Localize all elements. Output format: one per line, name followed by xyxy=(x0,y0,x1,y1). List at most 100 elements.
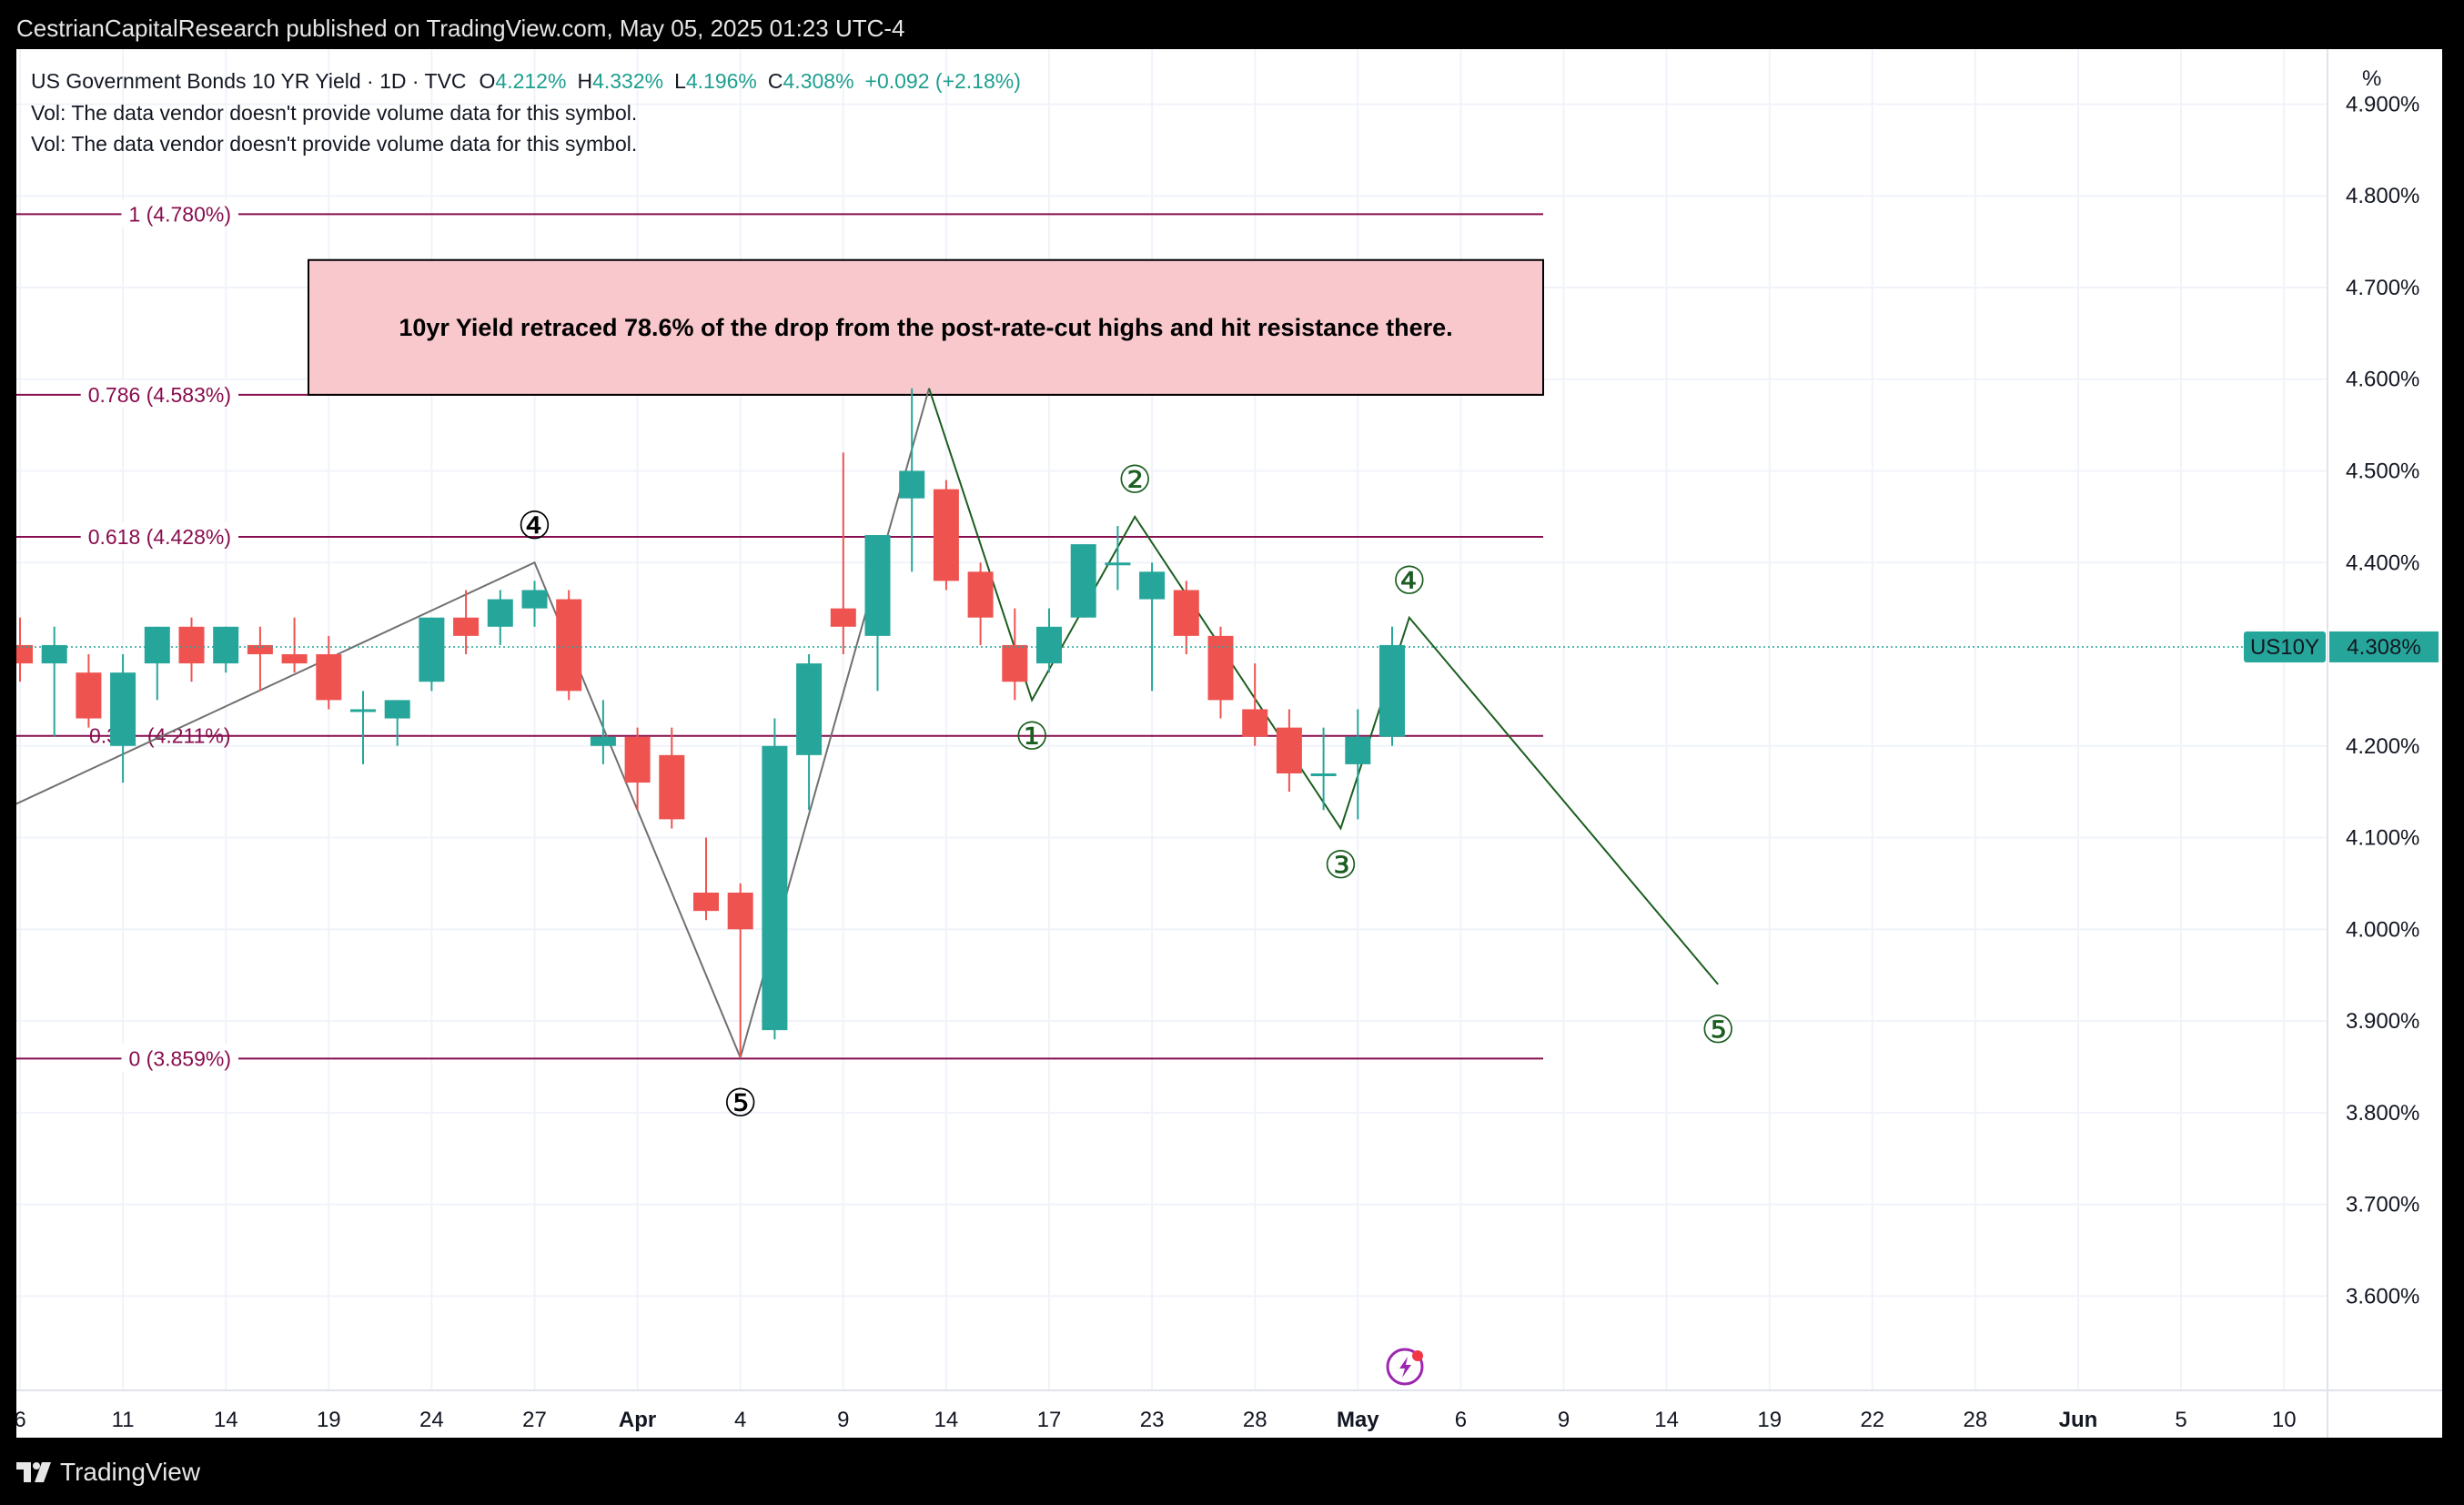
candle-body-up xyxy=(350,709,376,712)
symbol-title[interactable]: US Government Bonds 10 YR Yield · 1D · T… xyxy=(31,69,1021,93)
candle-body-down xyxy=(316,654,342,701)
tradingview-brand[interactable]: TradingView xyxy=(16,1458,200,1487)
time-tick-label: 14 xyxy=(934,1408,959,1432)
price-tick-label: 4.000% xyxy=(2346,917,2419,942)
candle-body-up xyxy=(110,672,136,746)
candle-body-up xyxy=(1310,773,1337,777)
last-price-tag-text: 4.308% xyxy=(2347,635,2420,660)
brand-name: TradingView xyxy=(60,1458,201,1486)
candle-body-down xyxy=(1002,644,1028,682)
chart-area[interactable]: 1 (4.780%) 0.786 (4.583%) 0.618 (4.428%) 0.… xyxy=(16,49,2442,1438)
wave-label[interactable]: ③ xyxy=(1324,843,1358,887)
candle-body-up xyxy=(521,590,548,609)
price-tick-label: 3.600% xyxy=(2346,1284,2419,1308)
grid xyxy=(16,49,2328,1390)
price-chart[interactable]: 1 (4.780%)0.786 (4.583%)0.618 (4.428%)0.… xyxy=(16,49,2442,1438)
time-tick-label: 11 xyxy=(112,1408,135,1432)
tradingview-logo-icon xyxy=(16,1462,51,1482)
price-tick-label: 3.800% xyxy=(2346,1101,2419,1126)
candle-body-up xyxy=(419,617,445,682)
time-tick-label: May xyxy=(1337,1408,1379,1432)
price-tick-label: 4.900% xyxy=(2346,92,2419,116)
time-tick-label: 9 xyxy=(837,1408,849,1432)
candle-body-up xyxy=(1139,571,1166,600)
annotation-text: 10yr Yield retraced 78.6% of the drop fr… xyxy=(399,314,1452,341)
wave-label[interactable]: ⑤ xyxy=(723,1081,758,1126)
fib-level-label: 1 (4.780%) xyxy=(128,202,231,226)
price-axis[interactable]: %4.900% 4.800% 4.700% 4.600% 4.500% 4.400% 4.2… xyxy=(2327,49,2419,1438)
fibonacci-retracement[interactable]: 1 (4.780%)0.786 (4.583%)0.618 (4.428%)0.… xyxy=(16,199,1543,1072)
chart-header: US Government Bonds 10 YR Yield · 1D · T… xyxy=(31,69,1021,156)
time-tick-label: 9 xyxy=(1558,1408,1570,1432)
price-tick-label: 4.700% xyxy=(2346,276,2419,300)
symbol-tag[interactable] xyxy=(2244,631,2326,662)
annotation-box[interactable]: 10yr Yield retraced 78.6% of the drop fr… xyxy=(308,258,1544,396)
time-tick-label: 10 xyxy=(2272,1408,2297,1432)
candle-body-down xyxy=(1276,727,1302,774)
time-tick-label: 23 xyxy=(1140,1408,1165,1432)
candle-body-up xyxy=(864,535,891,636)
wave-label[interactable]: ② xyxy=(1117,458,1152,502)
time-axis[interactable]: 6 11 14 19 24 27 Apr 4 9 14 17 23 28 May 6 9 14 19 22 28 Jun… xyxy=(16,1389,2442,1432)
wave-label[interactable]: ① xyxy=(1015,714,1049,759)
time-tick-label: 24 xyxy=(419,1408,444,1432)
candle-body-down xyxy=(76,672,102,719)
last-price-labels: US10Y 4.308% xyxy=(2244,631,2439,662)
price-tick-label: 3.900% xyxy=(2346,1009,2419,1034)
candle-body-down xyxy=(967,571,994,618)
candle-body-up xyxy=(1036,626,1062,664)
candle-body-up xyxy=(899,470,925,499)
green-wave-line[interactable] xyxy=(928,388,1719,985)
candle-body-down xyxy=(727,892,753,930)
elliott-waves[interactable]: ④ ⑤ ① ② ③ ④ ⑤ xyxy=(16,388,1735,1126)
last-price-tag[interactable] xyxy=(2329,631,2439,662)
candle-body-down xyxy=(1242,709,1268,737)
time-tick-label: 5 xyxy=(2175,1408,2186,1432)
fib-label-bg xyxy=(121,199,238,227)
time-tick-label: 19 xyxy=(317,1408,341,1432)
price-tick-label: 4.600% xyxy=(2346,368,2419,392)
fib-label-bg xyxy=(80,522,238,550)
volume-note-1: Vol: The data vendor doesn't provide vol… xyxy=(31,101,637,125)
price-tick-label: 4.400% xyxy=(2346,550,2419,575)
price-tick-label: 4.100% xyxy=(2346,826,2419,851)
footer-bar: TradingView xyxy=(0,1438,2464,1505)
symbol-tag-text: US10Y xyxy=(2250,635,2319,660)
black-wave-line[interactable] xyxy=(16,388,931,1061)
candles xyxy=(16,388,2328,1058)
time-tick-label: 14 xyxy=(214,1408,238,1432)
publish-bar: CestrianCapitalResearch published on Tra… xyxy=(0,0,2464,49)
time-tick-label: 6 xyxy=(16,1408,26,1432)
wave-label[interactable]: ④ xyxy=(1392,558,1427,602)
wave-label[interactable]: ⑤ xyxy=(1701,1007,1735,1052)
candle-body-down xyxy=(1173,590,1199,636)
time-tick-label: 4 xyxy=(734,1408,746,1432)
candle-body-up xyxy=(144,626,170,664)
lightning-icon[interactable] xyxy=(1386,1348,1424,1386)
annotation-rect[interactable] xyxy=(308,258,1544,396)
candle-body-up xyxy=(590,736,616,746)
time-tick-label: Jun xyxy=(2059,1408,2098,1432)
candle-body-up xyxy=(41,644,67,664)
time-tick-label: 27 xyxy=(522,1408,547,1432)
publish-info: CestrianCapitalResearch published on Tra… xyxy=(16,15,905,42)
wave-label[interactable]: ④ xyxy=(518,503,552,548)
time-tick-label: Apr xyxy=(619,1408,656,1432)
candle-body-up xyxy=(1379,644,1405,737)
candle-body-up xyxy=(796,663,823,755)
candle-body-down xyxy=(453,617,480,636)
candle-body-up xyxy=(1070,544,1096,618)
candle-body-up xyxy=(384,700,410,719)
fib-level-label: 0.618 (4.428%) xyxy=(88,525,231,549)
time-tick-label: 28 xyxy=(1243,1408,1267,1432)
time-tick-label: 19 xyxy=(1757,1408,1782,1432)
candle-body-up xyxy=(487,599,513,627)
candle-body-down xyxy=(933,489,959,581)
candle-body-down xyxy=(693,892,719,912)
candle-body-up xyxy=(1345,736,1371,764)
volume-note-2: Vol: The data vendor doesn't provide vol… xyxy=(31,132,637,156)
price-tick-label: 3.700% xyxy=(2346,1193,2419,1217)
candle-body-down xyxy=(624,736,651,783)
candle-body-down xyxy=(178,626,205,664)
price-tick-label: 4.200% xyxy=(2346,734,2419,759)
